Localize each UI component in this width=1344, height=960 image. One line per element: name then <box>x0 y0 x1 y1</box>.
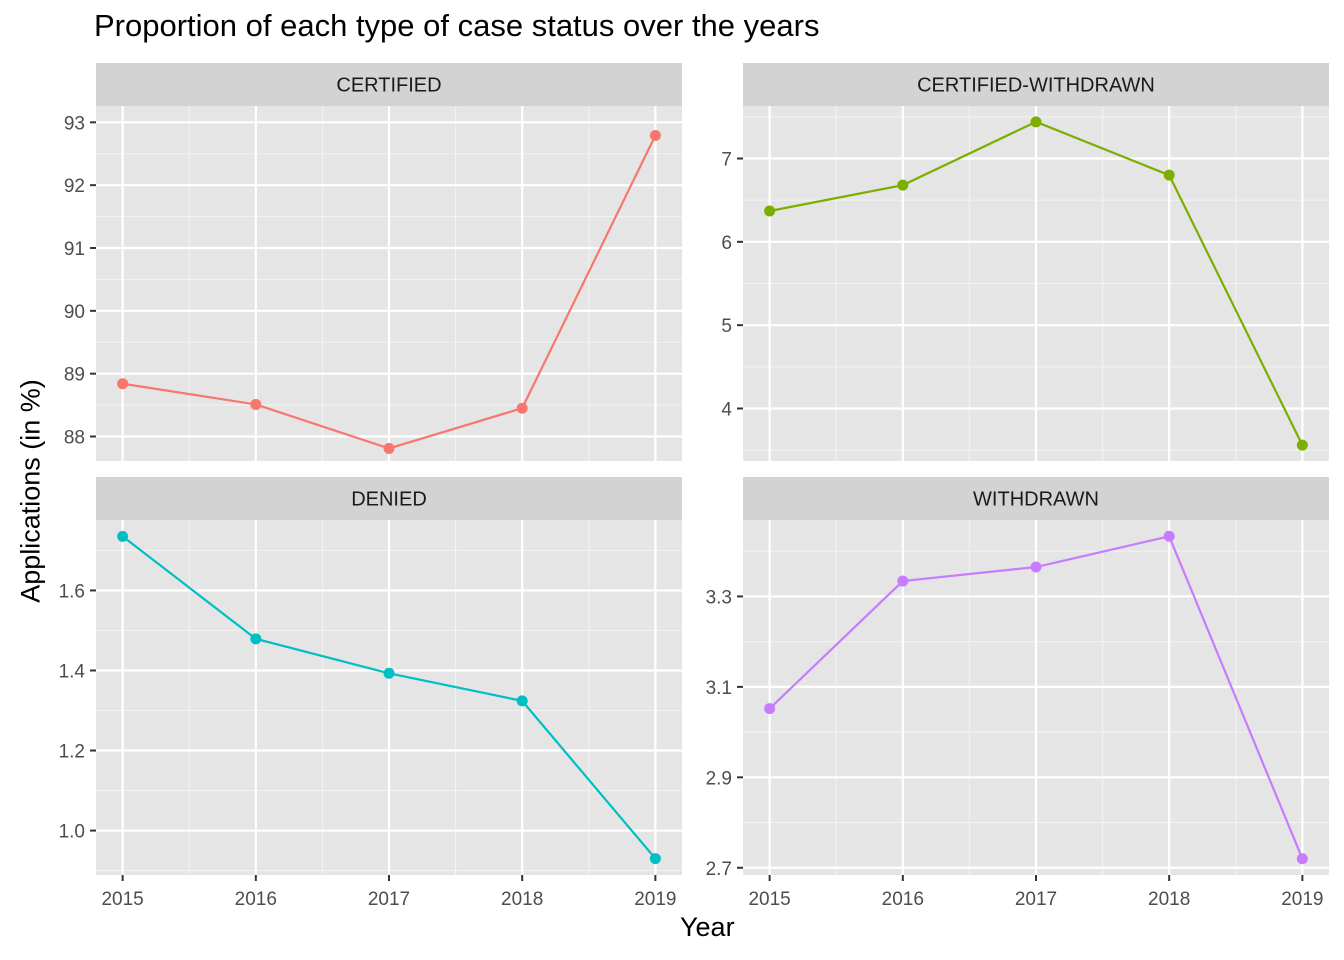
x-tick-label: 2017 <box>1015 889 1057 910</box>
data-point <box>764 703 776 715</box>
data-point <box>516 402 528 414</box>
panel-certified-withdrawn: CERTIFIED-WITHDRAWN 4 5 6 7 <box>721 63 1329 461</box>
x-tick-label: 2019 <box>634 889 676 910</box>
facet-strip <box>96 477 682 520</box>
data-point <box>649 853 661 865</box>
y-tick-label: 1.0 <box>59 822 85 843</box>
x-tick-label: 2017 <box>368 889 410 910</box>
panel-denied: DENIED 1.0 1.2 1.4 1.6 2015 2016 2017 2018 2019 <box>59 477 682 910</box>
data-point <box>1163 169 1175 181</box>
data-point <box>1163 530 1175 542</box>
y-tick-label: 4 <box>721 400 732 421</box>
y-tick-label: 1.2 <box>59 742 85 763</box>
chart-title: Proportion of each type of case status o… <box>94 8 820 43</box>
facet-strip-label: WITHDRAWN <box>973 489 1099 511</box>
x-tick-label: 2018 <box>501 889 543 910</box>
data-point <box>117 378 129 390</box>
y-axis-title: Applications (in %) <box>15 379 46 603</box>
x-tick-label: 2018 <box>1148 889 1190 910</box>
facet-strip <box>743 63 1329 106</box>
data-point <box>649 130 661 142</box>
y-tick-label: 93 <box>64 113 85 134</box>
y-tick-label: 89 <box>64 365 85 386</box>
y-tick-label: 5 <box>721 316 732 337</box>
facet-strip-label: DENIED <box>351 489 427 511</box>
data-point <box>764 205 776 217</box>
data-point <box>250 633 262 645</box>
panel-certified: CERTIFIED 88 89 90 91 92 93 <box>64 63 682 461</box>
y-tick-label: 7 <box>721 150 732 171</box>
x-axis-title: Year <box>680 912 735 942</box>
y-tick-label: 1.6 <box>59 581 85 602</box>
x-tick-label: 2016 <box>235 889 277 910</box>
facet-strip <box>743 477 1329 520</box>
y-tick-label: 92 <box>64 176 85 197</box>
data-point <box>250 398 262 410</box>
data-point <box>383 667 395 679</box>
data-point <box>1030 116 1042 128</box>
x-tick-label: 2019 <box>1281 889 1323 910</box>
facet-strip-label: CERTIFIED <box>336 75 441 97</box>
y-tick-label: 1.4 <box>59 661 86 682</box>
y-tick-label: 3.1 <box>706 678 732 699</box>
data-point <box>897 179 909 191</box>
y-tick-label: 3.3 <box>706 587 732 608</box>
y-tick-label: 2.7 <box>706 859 732 880</box>
data-point <box>897 575 909 587</box>
y-tick-label: 90 <box>64 302 85 323</box>
data-point <box>516 695 528 707</box>
y-tick-label: 91 <box>64 239 85 260</box>
y-tick-label: 6 <box>721 233 732 254</box>
x-tick-label: 2015 <box>748 889 790 910</box>
y-tick-label: 88 <box>64 427 85 448</box>
data-point <box>1296 439 1308 451</box>
panel-withdrawn: WITHDRAWN 2.7 2.9 3.1 3.3 2015 2016 2017 2018 201… <box>706 477 1329 910</box>
x-tick-label: 2015 <box>101 889 143 910</box>
x-tick-label: 2016 <box>882 889 924 910</box>
data-point <box>1030 561 1042 573</box>
data-point <box>1296 853 1308 865</box>
y-tick-label: 2.9 <box>706 768 732 789</box>
facet-strip <box>96 63 682 106</box>
data-point <box>117 530 129 542</box>
facet-strip-label: CERTIFIED-WITHDRAWN <box>917 75 1155 97</box>
data-point <box>383 442 395 454</box>
